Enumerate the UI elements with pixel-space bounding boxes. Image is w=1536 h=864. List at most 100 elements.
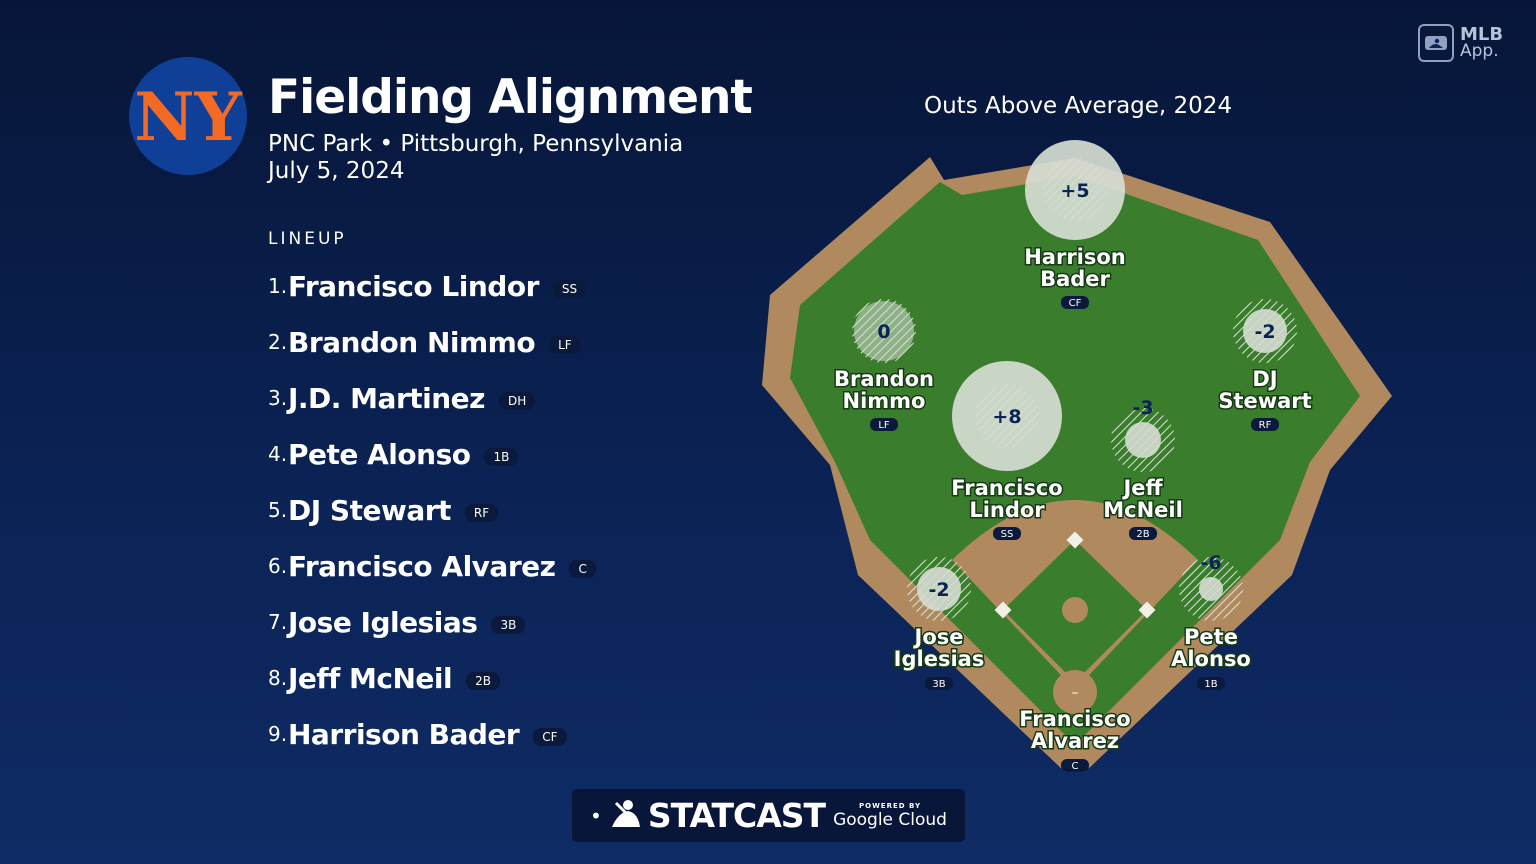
- lineup-player-name: Francisco Lindor: [288, 269, 539, 303]
- statcast-branding: • STATCAST POWERED BY Google Cloud: [572, 789, 965, 842]
- lineup-item: 3. J.D. Martinez DH: [268, 370, 596, 426]
- fielder-last-name: Bader: [1040, 267, 1110, 291]
- home-plate-circle: [1053, 670, 1097, 714]
- second-base: [1066, 531, 1084, 549]
- fielder-first-name: Pete: [1184, 625, 1238, 649]
- lineup-number: 4.: [268, 442, 288, 466]
- lineup-player-name: Jose Iglesias: [288, 605, 478, 639]
- oaa-value: –: [1072, 685, 1079, 701]
- position-label: 3B: [932, 679, 945, 690]
- pitchers-mound: [1062, 597, 1088, 623]
- fielder-first-name: DJ: [1252, 367, 1277, 391]
- google-cloud-logo: POWERED BY Google Cloud: [833, 802, 947, 830]
- position-label: CF: [1069, 298, 1082, 309]
- statcast-dot-icon: •: [590, 803, 602, 828]
- fielder-last-name: Alvarez: [1031, 729, 1119, 753]
- oaa-circle: [854, 301, 914, 361]
- lineup-item: 6. Francisco Alvarez C: [268, 538, 596, 594]
- fielder-1b: -6 Pete Alonso 1B: [1170, 552, 1252, 690]
- position-label: RF: [1259, 420, 1272, 431]
- position-pill: [925, 677, 953, 690]
- fielder-first-name: Brandon: [834, 367, 934, 391]
- oaa-baseline-circle: [975, 384, 1039, 448]
- position-pill: [1251, 418, 1279, 431]
- position-badge: C: [569, 560, 596, 578]
- team-logo: NY: [128, 56, 248, 176]
- position-badge: 3B: [491, 616, 526, 634]
- lineup-player-name: Jeff McNeil: [288, 661, 453, 695]
- fielder-first-name: Francisco: [1019, 707, 1131, 731]
- fielder-first-name: Jose: [913, 625, 964, 649]
- lineup-player-name: Brandon Nimmo: [288, 325, 536, 359]
- fielder-ss: +8 Francisco Lindor SS: [950, 361, 1064, 540]
- fielder-cf: +5 Harrison Bader CF: [1023, 140, 1127, 309]
- position-badge: LF: [549, 336, 581, 354]
- position-label: 1B: [1204, 679, 1217, 690]
- fielder-first-name: Harrison: [1024, 245, 1126, 269]
- lineup-list: 1. Francisco Lindor SS 2. Brandon Nimmo LF 3…: [268, 258, 596, 762]
- position-badge: SS: [552, 280, 587, 298]
- lineup-item: 7. Jose Iglesias 3B: [268, 594, 596, 650]
- venue-text: PNC Park • Pittsburgh, Pennsylvania: [268, 131, 684, 157]
- position-label: LF: [878, 420, 890, 431]
- fielder-last-name: Lindor: [969, 498, 1045, 522]
- third-base: [994, 601, 1012, 619]
- lineup-number: 6.: [268, 554, 288, 578]
- first-base: [1138, 601, 1156, 619]
- lineup-item: 5. DJ Stewart RF: [268, 482, 596, 538]
- position-pill: [1129, 527, 1157, 540]
- fielder-c: – Francisco Alvarez C: [1018, 685, 1132, 772]
- fielder-last-name: Iglesias: [894, 647, 985, 671]
- position-badge: RF: [464, 504, 499, 522]
- mlb-app-line1: MLB: [1460, 24, 1504, 45]
- lineup-player-name: J.D. Martinez: [288, 381, 485, 415]
- lineup-number: 2.: [268, 330, 288, 354]
- lineup-player-name: Francisco Alvarez: [288, 549, 556, 583]
- oaa-value: -2: [928, 579, 949, 601]
- fielder-last-name: McNeil: [1103, 498, 1183, 522]
- lineup-item: 1. Francisco Lindor SS: [268, 258, 596, 314]
- position-pill: [1197, 677, 1225, 690]
- lineup-number: 7.: [268, 610, 288, 634]
- mlb-logo-icon: [1418, 24, 1454, 62]
- fielder-rf: -2 DJ Stewart RF: [1217, 299, 1313, 431]
- lineup-player-name: Harrison Bader: [288, 717, 520, 751]
- lineup-item: 9. Harrison Bader CF: [268, 706, 596, 762]
- position-label: SS: [1001, 529, 1014, 540]
- powered-by-label: POWERED BY: [859, 801, 922, 810]
- lineup-number: 9.: [268, 722, 288, 746]
- fielder-first-name: Francisco: [951, 476, 1063, 500]
- game-date: July 5, 2024: [268, 158, 405, 184]
- position-label: C: [1072, 761, 1079, 772]
- position-badge: 2B: [466, 672, 500, 690]
- position-label: 2B: [1136, 529, 1149, 540]
- fielder-first-name: Jeff: [1121, 476, 1163, 500]
- fielder-3b: -2 Jose Iglesias 3B: [892, 557, 986, 690]
- position-badge: 1B: [484, 448, 519, 466]
- page-title: Fielding Alignment: [268, 70, 753, 125]
- lineup-number: 5.: [268, 498, 288, 522]
- lineup-number: 8.: [268, 666, 288, 690]
- lineup-heading: LINEUP: [268, 229, 347, 249]
- batter-silhouette-icon: [608, 799, 642, 833]
- oaa-baseline-circle: [1043, 158, 1107, 222]
- oaa-circle: [917, 567, 961, 611]
- oaa-value: +5: [1060, 180, 1089, 202]
- fielder-last-name: Nimmo: [843, 389, 926, 413]
- statcast-wordmark: STATCAST: [647, 796, 826, 835]
- lineup-item: 8. Jeff McNeil 2B: [268, 650, 596, 706]
- position-pill: [1061, 296, 1089, 309]
- fielder-lf: 0 Brandon Nimmo LF: [833, 299, 935, 431]
- lineup-number: 3.: [268, 386, 288, 410]
- position-pill: [870, 418, 898, 431]
- position-pill: [993, 527, 1021, 540]
- field-chart-title: Outs Above Average, 2024: [924, 93, 1233, 119]
- oaa-value: -2: [1254, 321, 1275, 343]
- lineup-item: 2. Brandon Nimmo LF: [268, 314, 596, 370]
- lineup-number: 1.: [268, 274, 288, 298]
- fielder-last-name: Alonso: [1171, 647, 1251, 671]
- mlb-app-line2: App.: [1460, 41, 1499, 61]
- oaa-circle: [1243, 309, 1287, 353]
- lineup-item: 4. Pete Alonso 1B: [268, 426, 596, 482]
